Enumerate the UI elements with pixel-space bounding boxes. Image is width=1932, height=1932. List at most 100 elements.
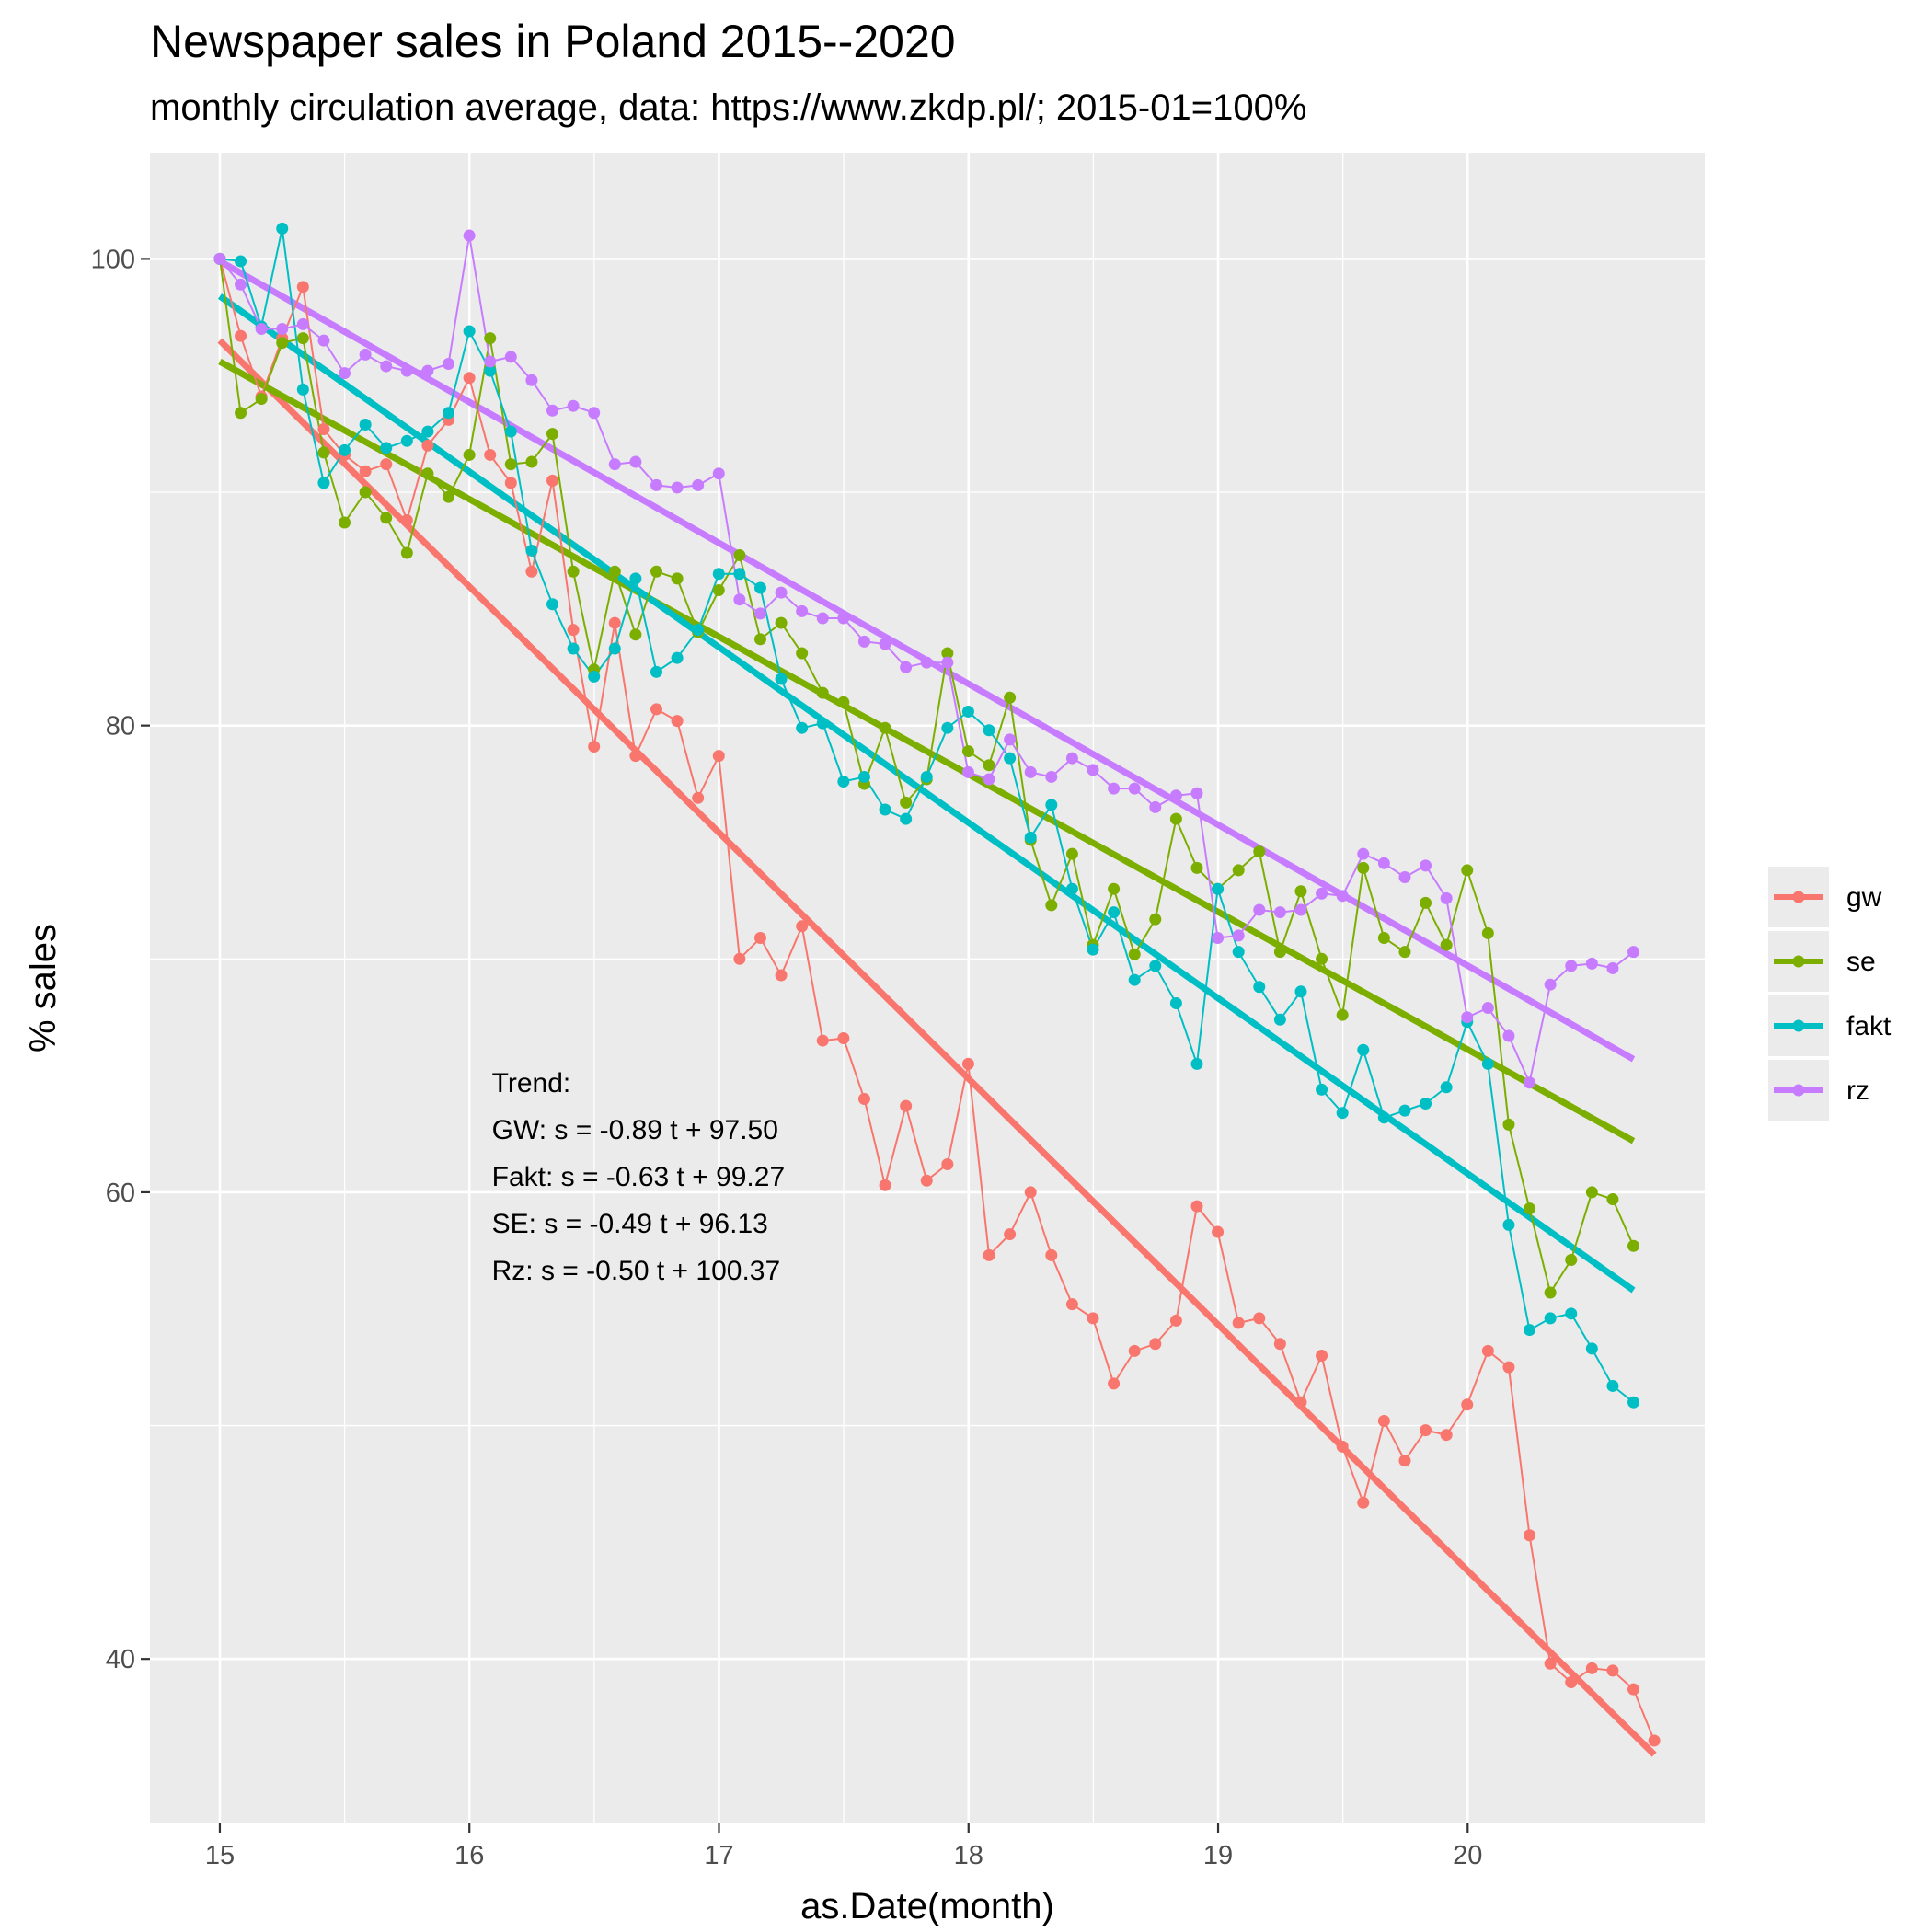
data-point-fakt — [796, 721, 809, 734]
data-point-se — [796, 647, 809, 660]
data-point-fakt — [1149, 960, 1162, 972]
data-point-fakt — [1606, 1379, 1619, 1392]
data-point-fakt — [1190, 1057, 1203, 1070]
data-point-fakt — [339, 443, 351, 456]
data-point-fakt — [1544, 1312, 1557, 1325]
data-point-rz — [1169, 789, 1182, 802]
data-point-rz — [961, 765, 974, 778]
data-point-rz — [484, 355, 497, 368]
data-point-gw — [588, 740, 601, 753]
data-point-fakt — [1024, 831, 1037, 844]
data-point-se — [1108, 882, 1121, 895]
annotation-line: SE: s = -0.49 t + 96.13 — [492, 1209, 768, 1239]
data-point-gw — [1420, 1424, 1432, 1437]
data-point-se — [463, 448, 476, 461]
data-point-rz — [1108, 782, 1121, 795]
data-point-rz — [1524, 1076, 1536, 1089]
data-point-se — [443, 490, 455, 503]
data-point-fakt — [1004, 752, 1017, 765]
data-point-se — [1336, 1008, 1349, 1021]
legend-label-rz: rz — [1846, 1075, 1869, 1106]
data-point-fakt — [629, 572, 642, 585]
data-point-gw — [920, 1174, 933, 1187]
data-point-rz — [816, 612, 829, 625]
data-point-gw — [380, 458, 393, 471]
data-point-gw — [1648, 1734, 1661, 1747]
data-point-fakt — [608, 642, 621, 655]
data-point-se — [1524, 1202, 1536, 1215]
data-point-fakt — [1253, 981, 1266, 994]
annotation-line: Rz: s = -0.50 t + 100.37 — [492, 1256, 781, 1286]
data-point-se — [1377, 931, 1390, 944]
data-point-gw — [733, 952, 746, 965]
data-point-gw — [1398, 1455, 1411, 1467]
data-point-rz — [1045, 770, 1058, 783]
data-point-rz — [900, 661, 913, 673]
data-point-rz — [421, 364, 434, 377]
data-point-fakt — [961, 705, 974, 718]
data-point-se — [1294, 885, 1307, 898]
data-point-se — [317, 446, 330, 459]
data-point-gw — [235, 329, 247, 342]
legend-label-se: se — [1846, 947, 1876, 977]
data-point-se — [546, 428, 559, 441]
data-point-gw — [1253, 1312, 1266, 1325]
data-point-fakt — [712, 568, 725, 581]
data-point-rz — [588, 407, 601, 420]
data-point-gw — [1108, 1377, 1121, 1390]
data-point-gw — [650, 703, 662, 716]
data-point-rz — [1065, 752, 1078, 765]
data-point-rz — [1316, 887, 1328, 900]
data-point-rz — [671, 481, 684, 494]
data-point-gw — [1004, 1228, 1017, 1241]
data-point-se — [339, 516, 351, 529]
legend-label-gw: gw — [1846, 882, 1882, 913]
data-point-rz — [733, 593, 746, 606]
data-point-rz — [1420, 859, 1432, 872]
x-tick-label: 20 — [1453, 1841, 1482, 1870]
data-point-gw — [796, 920, 809, 933]
data-point-rz — [857, 635, 870, 648]
data-point-se — [400, 546, 413, 559]
legend-label-fakt: fakt — [1846, 1011, 1892, 1041]
data-point-gw — [1045, 1248, 1058, 1261]
data-point-gw — [463, 372, 476, 385]
data-point-gw — [1502, 1361, 1515, 1374]
data-point-fakt — [504, 425, 517, 438]
gridlines — [150, 153, 1705, 1823]
data-point-fakt — [484, 364, 497, 377]
data-point-gw — [775, 969, 788, 982]
data-point-se — [1357, 861, 1370, 874]
data-point-se — [1440, 938, 1453, 951]
axes: 15 16 17 18 19 20 40 60 80 100 — [91, 245, 1483, 1870]
y-tick-label: 40 — [106, 1645, 135, 1674]
data-point-se — [1273, 946, 1286, 959]
data-point-fakt — [920, 770, 933, 783]
data-point-gw — [504, 477, 517, 489]
data-point-se — [1606, 1193, 1619, 1206]
chart-title: Newspaper sales in Poland 2015--2020 — [150, 16, 956, 67]
data-point-se — [525, 455, 538, 468]
data-point-rz — [296, 317, 309, 330]
data-point-rz — [1585, 957, 1598, 970]
x-tick-label: 15 — [205, 1841, 235, 1870]
data-point-fakt — [1357, 1043, 1370, 1056]
x-tick-label: 17 — [704, 1841, 733, 1870]
data-point-gw — [1377, 1414, 1390, 1427]
data-point-gw — [1190, 1200, 1203, 1213]
legend: gw se fakt rz — [1768, 867, 1892, 1121]
data-point-rz — [276, 322, 289, 335]
data-point-rz — [339, 367, 351, 380]
data-point-rz — [504, 351, 517, 363]
data-point-fakt — [1440, 1081, 1453, 1094]
x-tick-label: 18 — [954, 1841, 983, 1870]
trend-line-gw — [217, 338, 1657, 1757]
data-point-fakt — [650, 665, 662, 678]
data-point-gw — [1544, 1657, 1557, 1670]
data-point-rz — [650, 478, 662, 491]
data-point-rz — [983, 773, 995, 786]
legend-point-rz — [1792, 1084, 1805, 1097]
data-point-gw — [1585, 1662, 1598, 1674]
data-point-rz — [1606, 961, 1619, 974]
data-point-fakt — [1294, 985, 1307, 998]
